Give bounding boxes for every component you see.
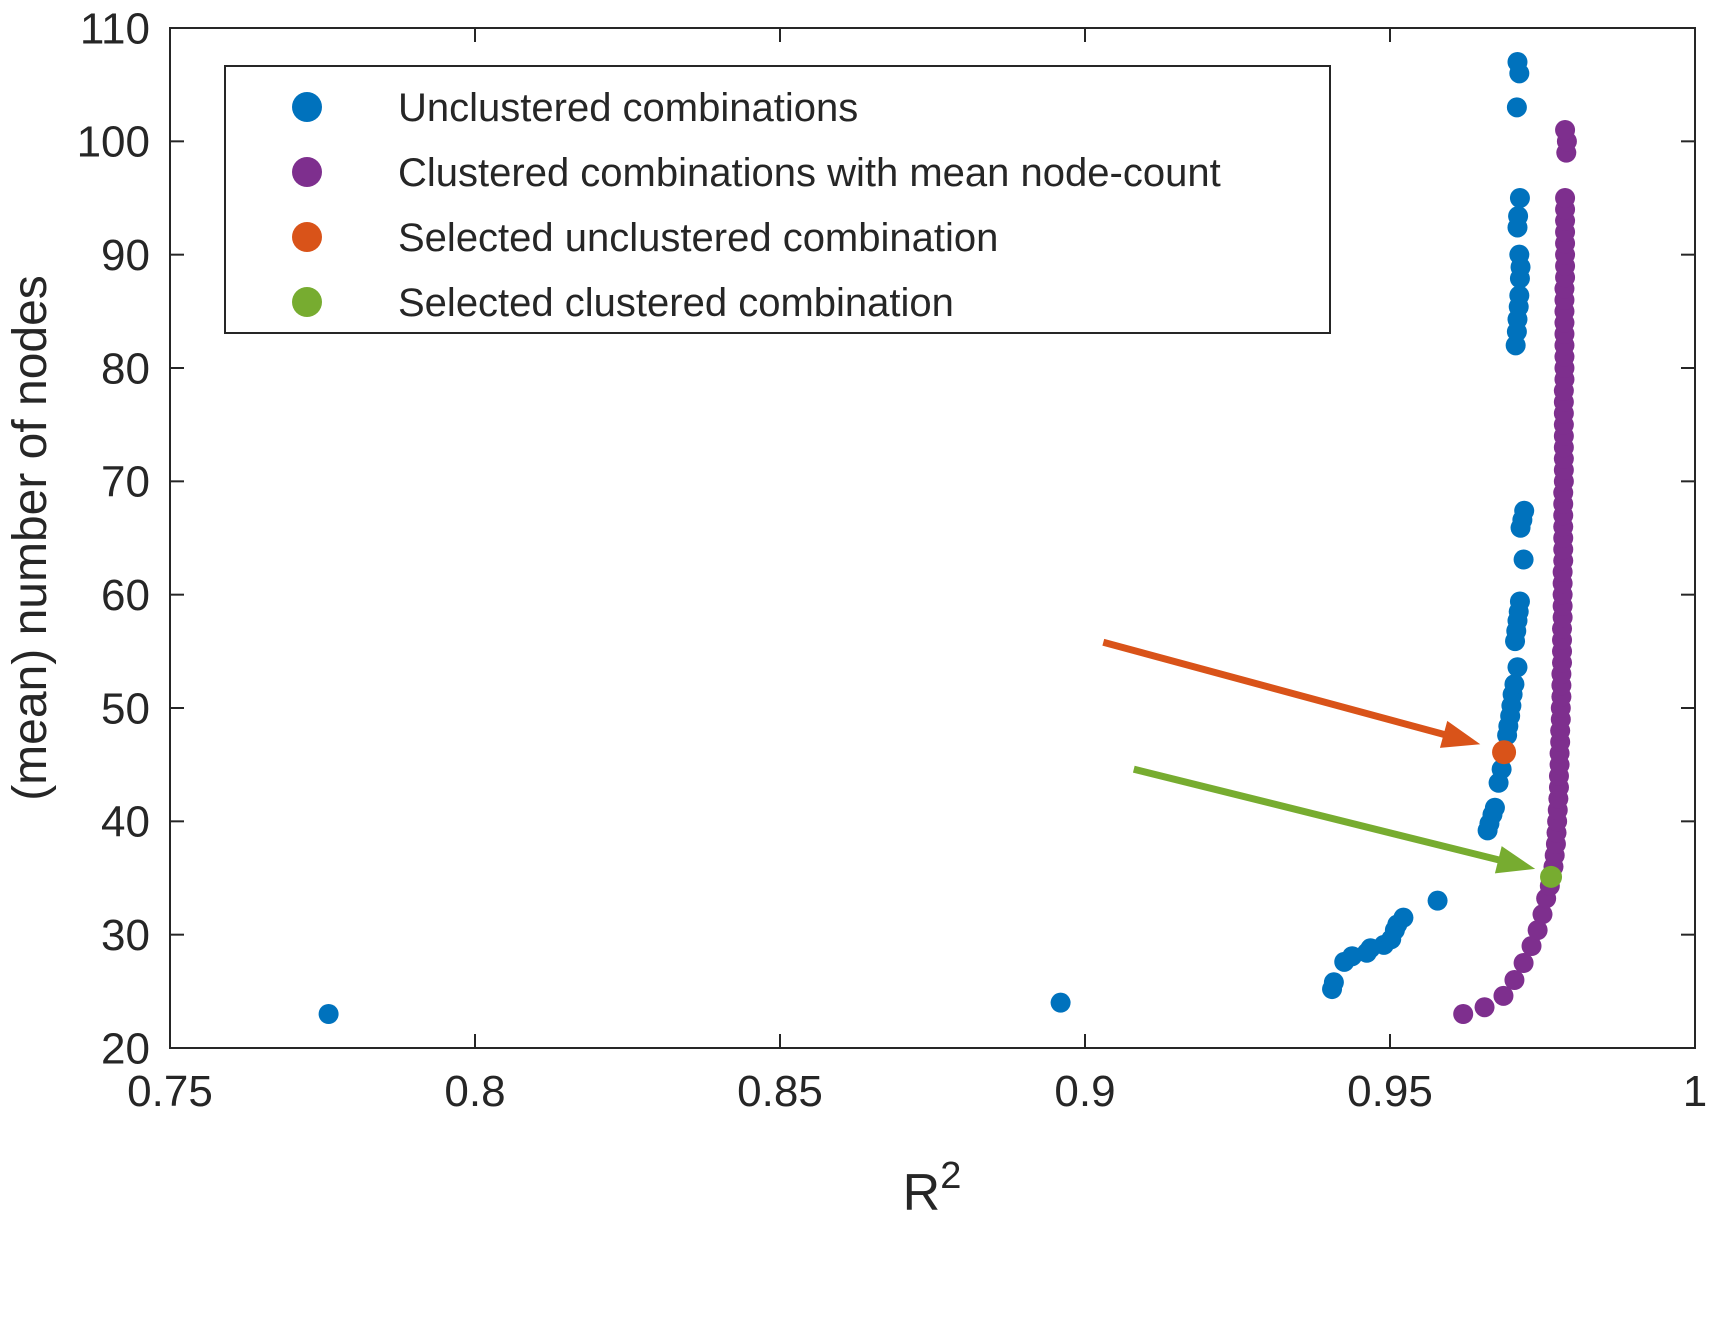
data-point (1507, 52, 1528, 72)
data-point (1492, 740, 1517, 765)
y-axis-label: (mean) number of nodes (4, 275, 57, 801)
data-points-group (318, 52, 1577, 1024)
y-tick-label: 20 (101, 1024, 150, 1073)
data-point (1509, 188, 1530, 208)
data-point (1504, 674, 1525, 695)
data-point (1393, 907, 1414, 928)
legend-marker-icon (292, 287, 322, 317)
data-point (1427, 890, 1448, 911)
data-point (1453, 1004, 1474, 1024)
data-point (1509, 591, 1530, 612)
data-point (1474, 997, 1495, 1018)
x-axis-label-base: R (903, 1164, 941, 1222)
y-tick-label: 70 (101, 458, 150, 507)
y-tick-label: 80 (101, 344, 150, 393)
data-point (1509, 244, 1530, 265)
y-tick-label: 50 (101, 684, 150, 733)
data-point (1509, 285, 1530, 306)
series-2 (1492, 740, 1517, 765)
ticks-group: 0.75 0.8 0.85 0.9 0.95 1 20 30 40 50 60 70 80 90 100 11… (77, 4, 1708, 1116)
legend-marker-icon (292, 222, 322, 252)
data-point (1513, 953, 1534, 973)
x-tick-label: 0.8 (444, 1067, 505, 1116)
x-tick-label: 0.9 (1054, 1067, 1115, 1116)
y-tick-label: 40 (101, 798, 150, 847)
arrow-to-selected-unclustered-shaft (1102, 638, 1449, 739)
plot-box (169, 27, 1696, 1049)
legend-label: Selected unclustered combination (398, 216, 998, 260)
x-axis-label: R2 (903, 1155, 962, 1222)
x-tick-label: 0.75 (127, 1067, 213, 1116)
data-point (1504, 970, 1525, 990)
y-tick-label: 90 (101, 231, 150, 280)
arrow-to-selected-unclustered-head (1439, 720, 1481, 748)
y-tick-label: 30 (101, 911, 150, 960)
legend-label: Unclustered combinations (398, 86, 858, 130)
data-point (1527, 920, 1548, 941)
data-point (1513, 549, 1534, 570)
legend-marker-icon (292, 92, 322, 122)
data-point (1484, 797, 1505, 818)
arrow-to-selected-clustered-shaft (1132, 765, 1504, 865)
x-tick-label: 0.85 (737, 1067, 823, 1116)
y-tick-label: 100 (77, 118, 150, 167)
series-0 (318, 52, 1535, 1024)
plot-box-group (169, 27, 1696, 1049)
legend-label: Clustered combinations with mean node-co… (398, 151, 1221, 195)
data-point (1050, 992, 1071, 1013)
data-point (318, 1004, 339, 1024)
data-point (1540, 865, 1563, 888)
data-point (1514, 500, 1535, 521)
data-point (1493, 985, 1514, 1006)
y-tick-label: 110 (80, 4, 150, 53)
legend: Unclustered combinations Clustered combin… (224, 65, 1331, 334)
data-point (1508, 206, 1529, 227)
series-1 (1453, 120, 1577, 1024)
arrow-to-selected-clustered-head (1494, 846, 1536, 874)
legend-marker-icon (292, 157, 322, 187)
x-axis-label-superscript: 2 (940, 1155, 961, 1197)
legend-box (224, 65, 1331, 334)
annotations-group (1102, 638, 1536, 874)
data-point (1507, 657, 1528, 678)
series-3 (1540, 865, 1563, 888)
y-tick-label: 60 (101, 571, 150, 620)
legend-label: Selected clustered combination (398, 281, 954, 325)
data-point (1323, 972, 1344, 993)
data-point (1491, 759, 1512, 780)
data-point (1521, 936, 1542, 956)
x-tick-label: 1 (1683, 1067, 1707, 1116)
data-point (1555, 188, 1576, 208)
x-tick-label: 0.95 (1347, 1067, 1433, 1116)
data-point (1555, 120, 1576, 140)
data-point (1532, 904, 1553, 925)
data-point (1506, 97, 1527, 118)
